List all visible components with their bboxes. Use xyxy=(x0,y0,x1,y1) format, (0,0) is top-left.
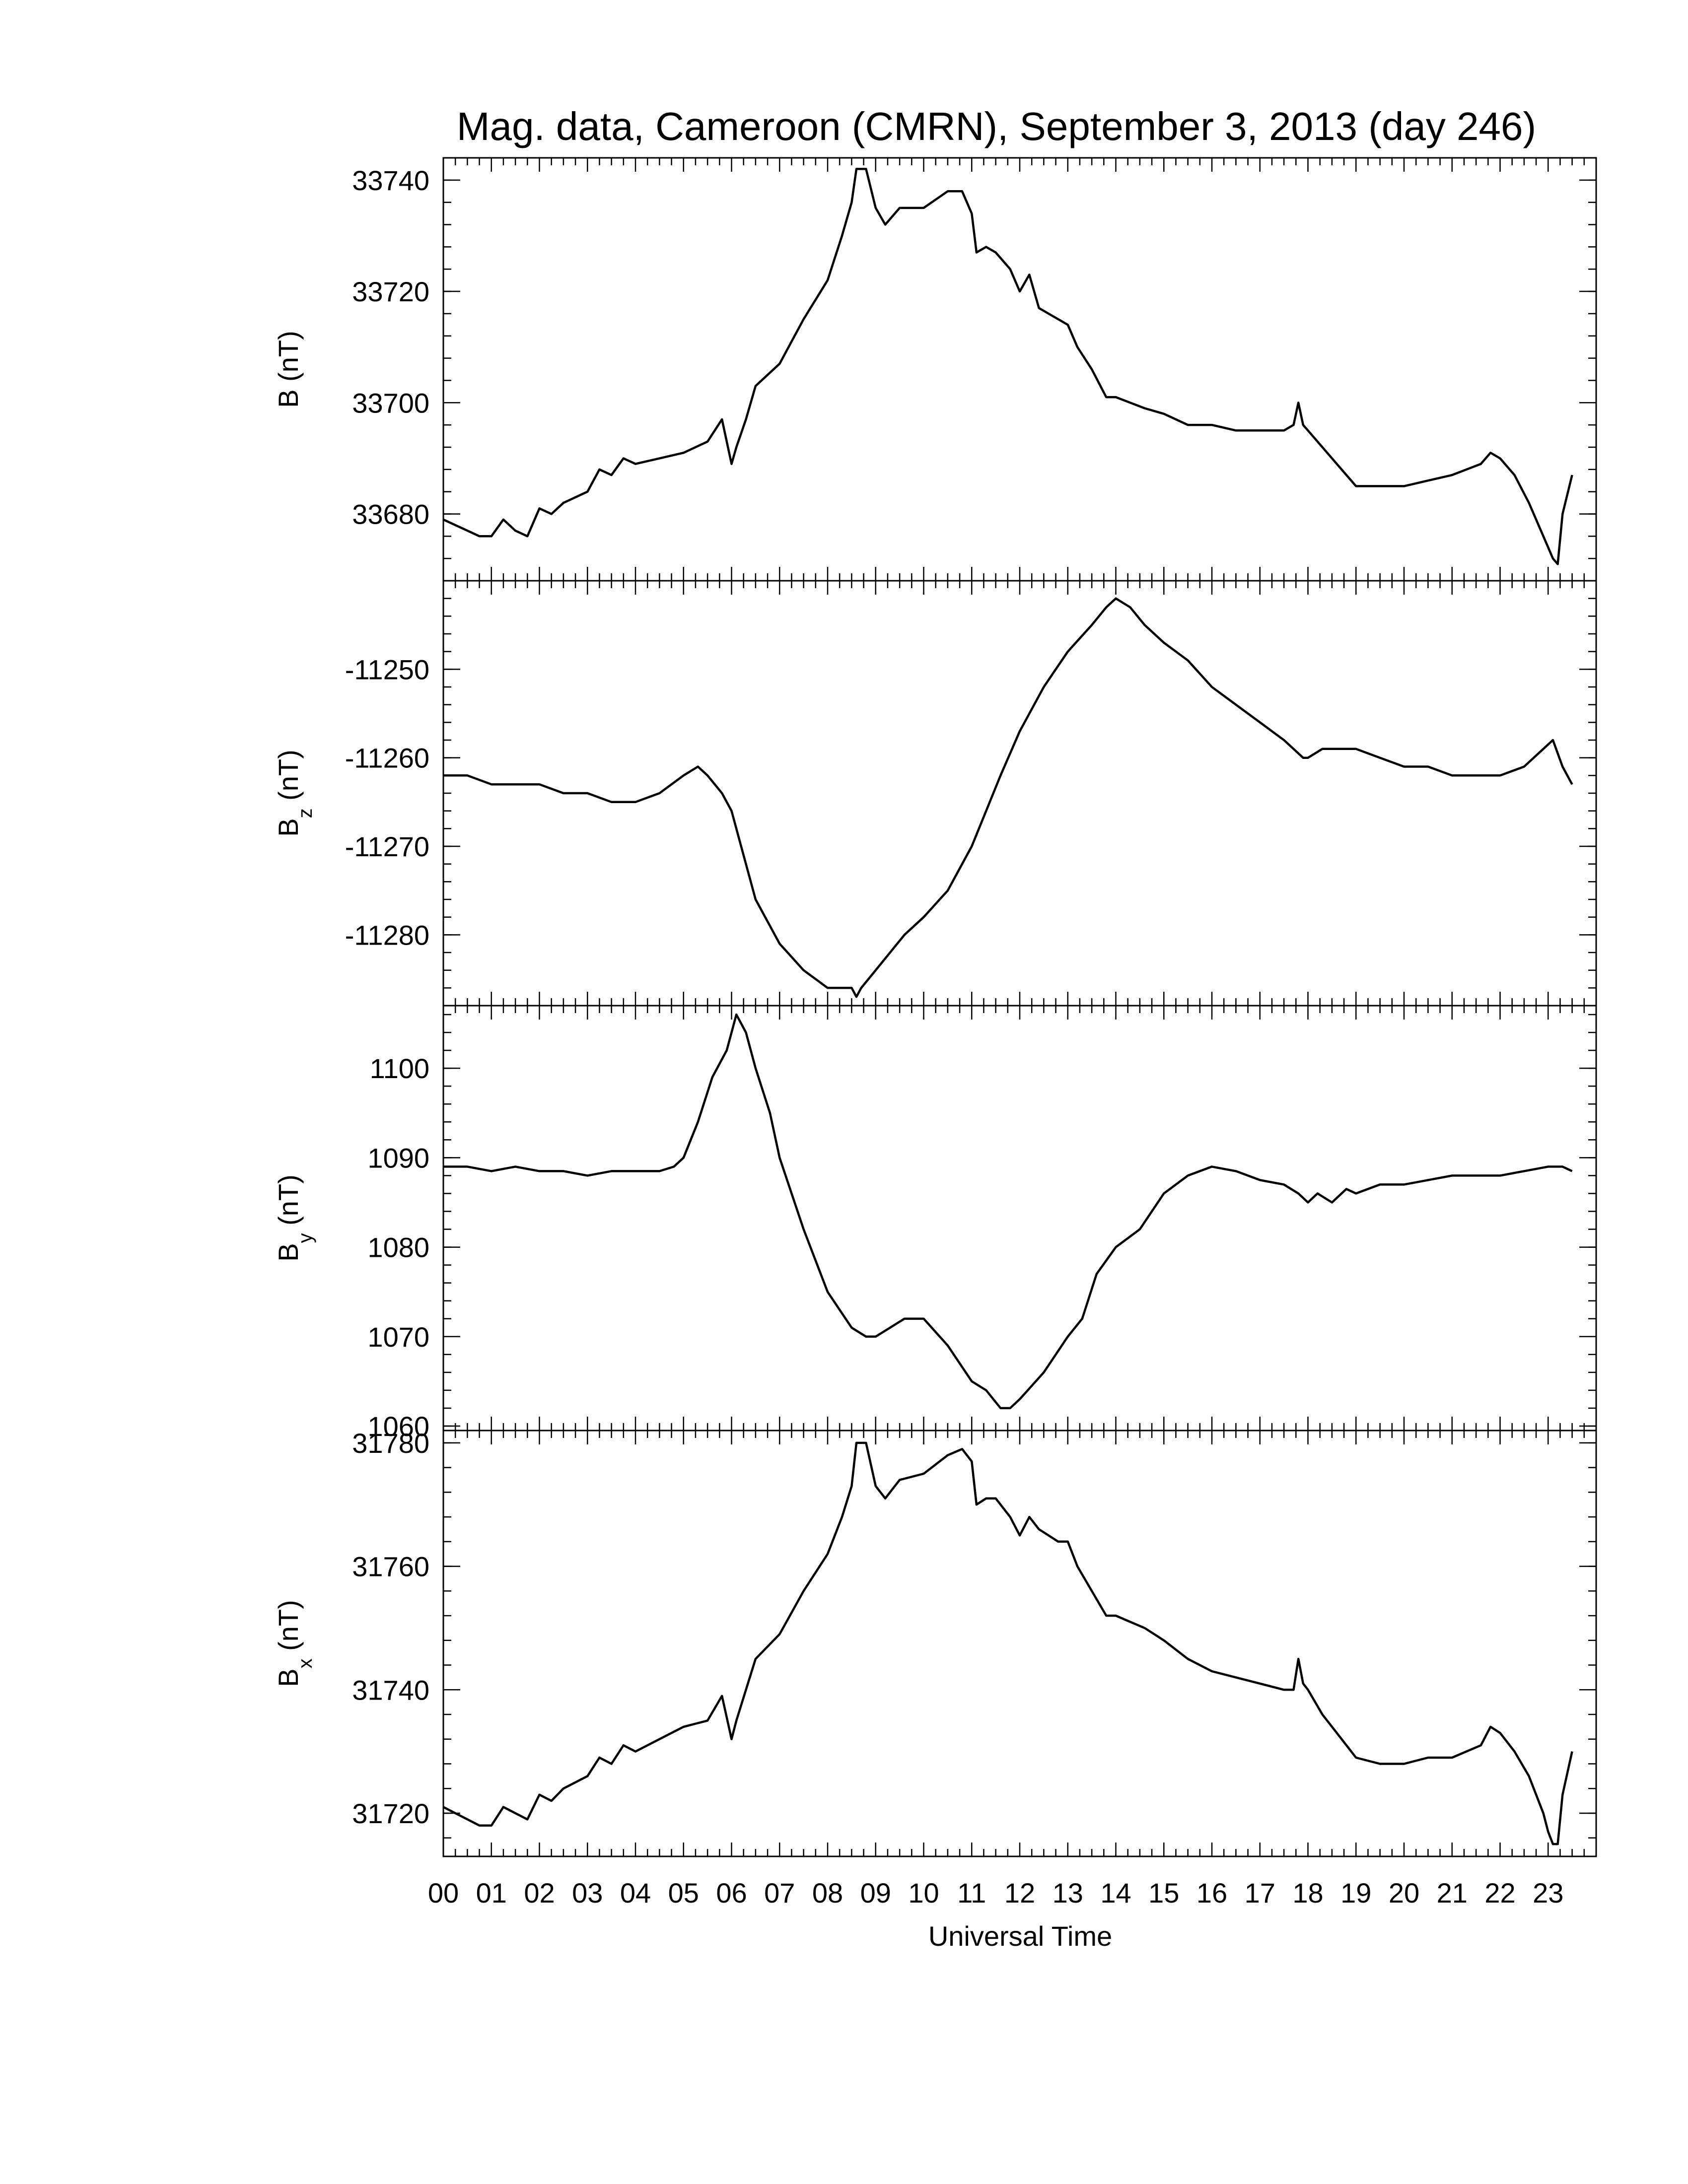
y-axis-title-main: B xyxy=(273,818,304,836)
panel-frame xyxy=(442,1005,1597,1432)
y-axis-title-main: B xyxy=(273,1243,304,1261)
y-axis-title-main: B xyxy=(273,1668,304,1687)
y-axis-title-main: B xyxy=(273,389,304,408)
series-line xyxy=(443,597,1573,998)
x-tick-label: 01 xyxy=(476,1877,507,1909)
y-tick-label: 1080 xyxy=(367,1232,429,1263)
y-axis-title: By (nT) xyxy=(273,1174,316,1262)
x-tick-label: 20 xyxy=(1389,1877,1419,1909)
series-line xyxy=(442,1441,1573,1845)
x-tick-label: 06 xyxy=(716,1877,747,1909)
y-tick-label: -11260 xyxy=(345,743,429,774)
y-tick-label: 31740 xyxy=(352,1674,429,1706)
y-axis-title-subscript: y xyxy=(294,1233,316,1243)
y-axis-title: Bx (nT) xyxy=(273,1600,316,1687)
x-tick-label: 15 xyxy=(1148,1877,1179,1909)
x-tick-label: 18 xyxy=(1292,1877,1323,1909)
x-tick-label: 08 xyxy=(812,1877,843,1909)
y-tick-label: 1060 xyxy=(367,1411,429,1442)
x-tick-label: 17 xyxy=(1245,1877,1275,1909)
x-axis-title: Universal Time xyxy=(928,1920,1112,1952)
y-tick-label: 33680 xyxy=(352,498,429,530)
y-tick-label: -11280 xyxy=(345,919,429,951)
y-tick-label: 1070 xyxy=(367,1321,429,1353)
x-tick-label: 19 xyxy=(1340,1877,1371,1909)
y-tick-label: 33700 xyxy=(352,387,429,418)
x-tick-labels: 00 01 02 03 04 05 06 07 08 09 10 11 12 13 14 15 16 17 18 19… xyxy=(428,1877,1564,1909)
y-tick-label: 31760 xyxy=(352,1551,429,1582)
y-tick-label: 31720 xyxy=(352,1798,429,1829)
x-tick-label: 13 xyxy=(1053,1877,1083,1909)
panel-4: 31720 31740 31760 31780 Bx (nT) xyxy=(273,1428,1597,1857)
panel-1: 33680 33700 33720 33740 B (nT) xyxy=(273,157,1597,582)
x-tick-label: 00 xyxy=(428,1877,459,1909)
x-tick-label: 14 xyxy=(1100,1877,1131,1909)
y-axis-title: Bz (nT) xyxy=(273,750,316,837)
x-tick-label: 03 xyxy=(572,1877,603,1909)
series-line xyxy=(443,1013,1573,1410)
x-tick-label: 04 xyxy=(620,1877,651,1909)
y-axis-title-unit: (nT) xyxy=(273,1174,304,1233)
x-tick-label: 10 xyxy=(908,1877,939,1909)
x-tick-label: 02 xyxy=(524,1877,555,1909)
x-tick-label: 07 xyxy=(764,1877,795,1909)
y-tick-label: 33720 xyxy=(352,276,429,307)
panel-3: 1060 1070 1080 1090 1100 By (nT) xyxy=(273,1005,1597,1442)
x-tick-label: 22 xyxy=(1484,1877,1515,1909)
panel-frame xyxy=(442,157,1597,582)
y-axis-title-subscript: x xyxy=(294,1658,316,1668)
x-tick-label: 11 xyxy=(957,1877,986,1909)
y-tick-label: -11270 xyxy=(345,831,429,862)
panel-2: -11280 -11270 -11260 -11250 Bz (nT) xyxy=(273,580,1597,1007)
x-tick-label: 23 xyxy=(1533,1877,1563,1909)
chart-title: Mag. data, Cameroon (CMRN), September 3,… xyxy=(457,104,1536,148)
x-tick-label: 05 xyxy=(668,1877,699,1909)
y-tick-label: 33740 xyxy=(352,165,429,196)
y-axis-title-subscript: z xyxy=(294,808,316,818)
y-tick-label: 1090 xyxy=(367,1142,429,1173)
x-tick-label: 16 xyxy=(1196,1877,1227,1909)
series-line xyxy=(443,168,1573,565)
y-tick-label: -11250 xyxy=(345,654,429,685)
y-tick-label: 31780 xyxy=(352,1428,429,1459)
panel-frame xyxy=(442,580,1597,1007)
y-axis-title: B (nT) xyxy=(273,331,304,408)
panel-frame xyxy=(442,1430,1597,1857)
x-tick-label: 21 xyxy=(1437,1877,1468,1909)
y-axis-title-unit: (nT) xyxy=(273,750,304,808)
x-tick-label: 09 xyxy=(860,1877,891,1909)
y-tick-label: 1100 xyxy=(370,1053,429,1084)
y-axis-title-unit: (nT) xyxy=(273,1600,304,1658)
y-axis-title-unit: (nT) xyxy=(273,331,304,389)
x-tick-label: 12 xyxy=(1004,1877,1035,1909)
